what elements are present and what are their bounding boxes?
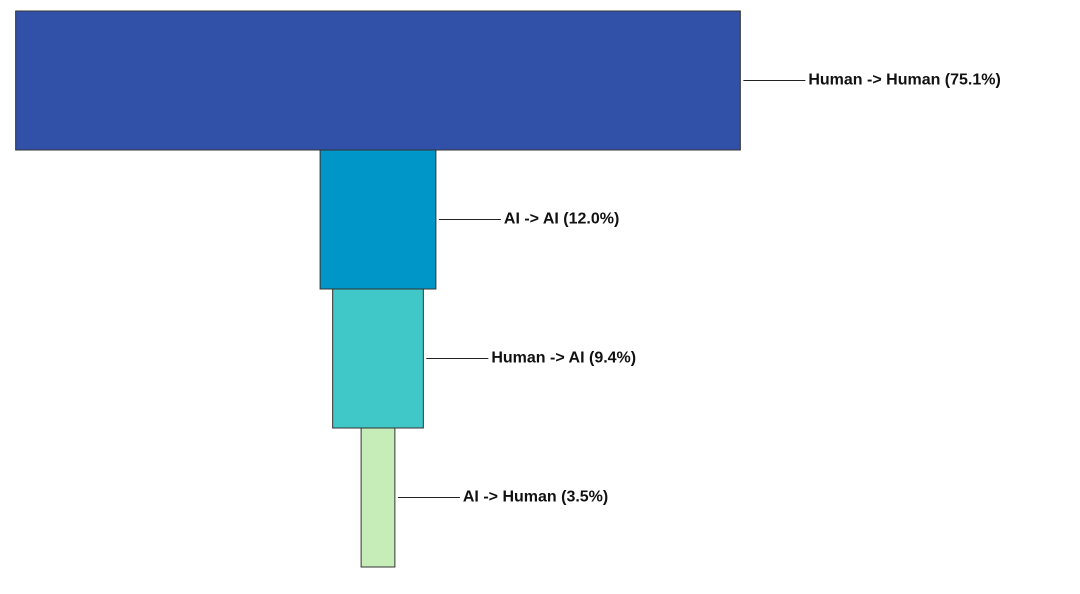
funnel-bar <box>319 149 437 290</box>
funnel-label: Human -> Human (75.1%) <box>808 72 1000 89</box>
funnel-bar <box>360 427 396 568</box>
funnel-bar <box>332 288 424 429</box>
funnel-bar <box>15 10 741 151</box>
funnel-label: AI -> Human (3.5%) <box>463 489 608 506</box>
funnel-label: Human -> AI (9.4%) <box>491 350 636 367</box>
funnel-label: AI -> AI (12.0%) <box>504 211 619 228</box>
